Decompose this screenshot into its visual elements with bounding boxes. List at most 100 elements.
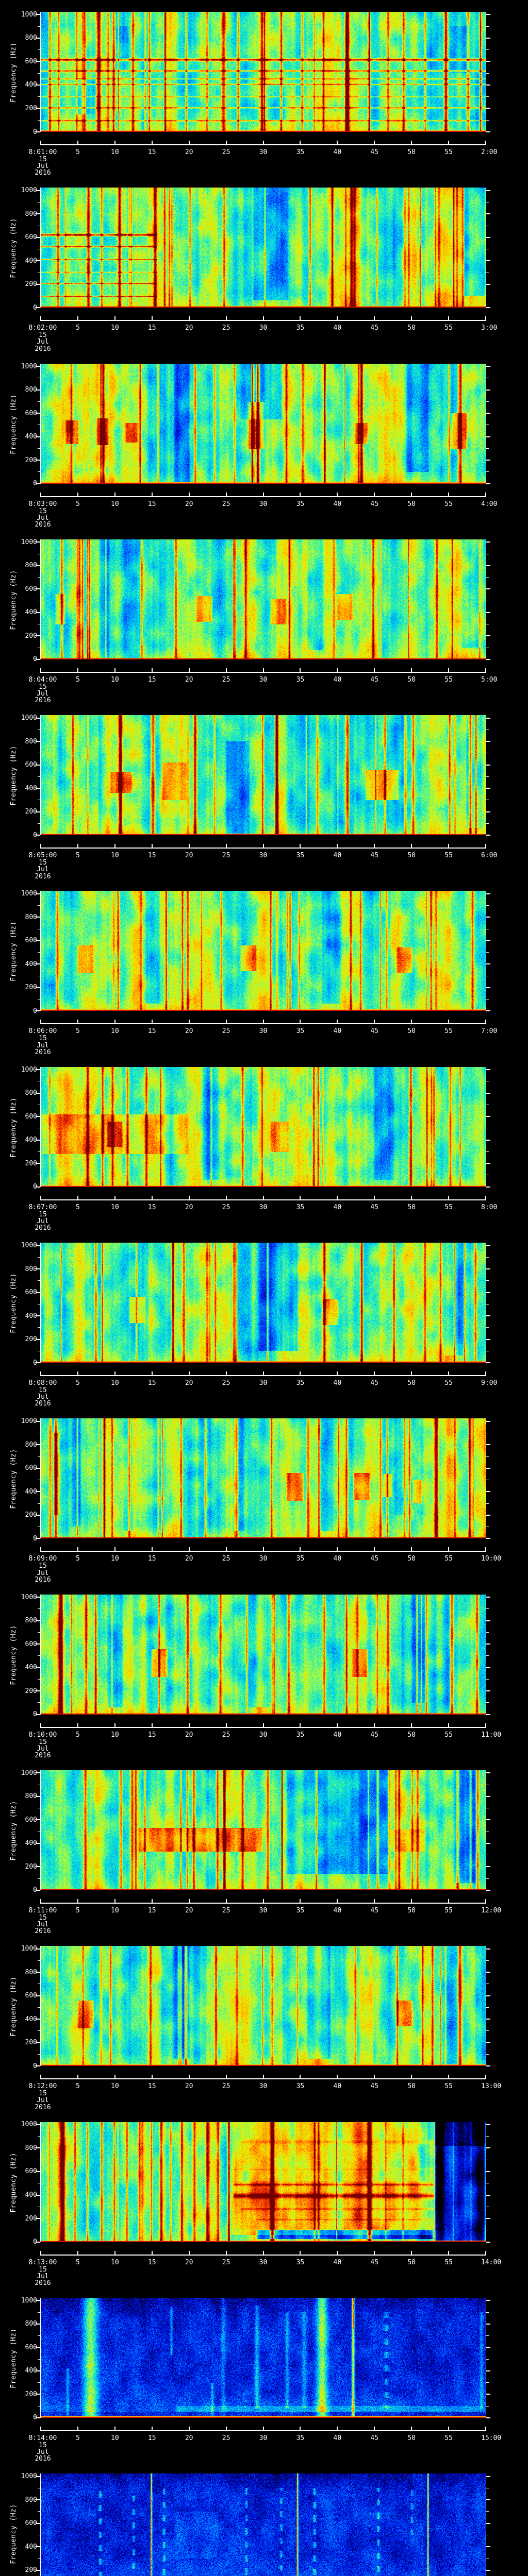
x-axis-tick-label: 45 [370, 324, 379, 332]
y-axis-tick-label: 600 [25, 233, 37, 242]
y-axis-tick-right [486, 2042, 490, 2043]
y-axis-line-left [40, 891, 41, 1011]
y-axis-tick-major [36, 2347, 40, 2348]
x-axis-tick [300, 1723, 301, 1727]
x-axis-tick [300, 2250, 301, 2255]
x-axis-tick-label: 15 [147, 148, 156, 156]
y-axis-tick-minor [38, 577, 40, 578]
y-axis-tick-minor [38, 2382, 40, 2383]
x-axis-tick [114, 492, 116, 496]
y-axis-tick-label: 200 [25, 2039, 37, 2047]
x-axis-tick-label: 45 [370, 1203, 379, 1211]
x-axis-line [40, 320, 486, 321]
y-axis-tick-right [486, 1889, 490, 1891]
end-time-label: 3:00 [481, 324, 498, 332]
y-axis-tick-label: 1000 [21, 1945, 37, 1953]
y-axis-tick-label: 1000 [21, 10, 37, 19]
x-axis-tick-label: 40 [333, 2082, 342, 2091]
x-axis-tick [188, 1371, 190, 1376]
x-axis-tick-label: 30 [259, 324, 268, 332]
x-axis-tick-label: 55 [444, 2434, 453, 2442]
x-axis-tick-label: 50 [407, 1906, 416, 1914]
y-axis-tick-label: 600 [25, 409, 37, 417]
x-axis-tick [77, 1899, 78, 1903]
x-axis-tick-label: 5 [75, 1203, 80, 1211]
x-axis-line [40, 1902, 486, 1904]
x-axis-tick [114, 668, 116, 672]
date-line-1: Jul [37, 1041, 49, 1049]
x-axis-tick-label: 50 [407, 2082, 416, 2091]
y-axis-tick-label: 800 [25, 210, 37, 218]
x-axis-tick [411, 316, 412, 320]
x-axis-tick-label: 10 [111, 2082, 119, 2091]
y-axis-tick-right [486, 2030, 489, 2031]
y-axis-tick-label: 1000 [21, 187, 37, 195]
x-axis-tick [151, 141, 153, 144]
x-axis-tick [151, 1371, 153, 1376]
x-axis-tick [77, 668, 78, 672]
x-axis-tick-label: 25 [222, 1379, 230, 1387]
y-axis-tick-minor [38, 73, 40, 74]
y-axis-tick-major [36, 2194, 40, 2196]
x-axis-tick-label: 50 [407, 1731, 416, 1739]
spectrogram-image [41, 1418, 486, 1539]
x-axis-tick-label: 5 [75, 324, 80, 332]
x-axis-tick-label: 45 [370, 2082, 379, 2091]
x-axis-tick-label: 5 [75, 675, 80, 684]
y-axis-tick-right [486, 2522, 490, 2524]
spectrogram-image [41, 1946, 486, 2066]
x-axis-tick [262, 1899, 264, 1903]
x-axis-tick-label: 45 [370, 1731, 379, 1739]
y-axis-tick-right [486, 2300, 490, 2301]
x-axis-line [40, 2430, 486, 2431]
x-axis-tick [300, 1899, 301, 1903]
x-axis-tick-label: 40 [333, 1027, 342, 1036]
x-axis-tick [151, 1195, 153, 1199]
x-axis-tick [151, 2250, 153, 2255]
y-axis-tick-minor [38, 2136, 40, 2137]
y-axis-tick-right [486, 588, 490, 590]
y-axis-tick-label: 0 [33, 831, 37, 839]
date-line-2: 2016 [35, 2279, 51, 2287]
y-axis-tick-label: 400 [25, 433, 37, 441]
x-axis-tick-label: 45 [370, 1027, 379, 1036]
y-axis-tick-label: 200 [25, 1511, 37, 1519]
x-axis-line [40, 1023, 486, 1025]
y-axis-tick-label: 800 [25, 1617, 37, 1625]
x-axis-tick-label: 45 [370, 1906, 379, 1914]
date-line-2: 2016 [35, 872, 51, 880]
x-axis-tick [374, 1547, 375, 1551]
y-axis-tick-right [486, 389, 490, 391]
y-axis-line-left [40, 2297, 41, 2418]
y-axis-tick-major [36, 1972, 40, 1973]
x-axis-tick-label: 25 [222, 324, 230, 332]
x-axis-tick [77, 2426, 78, 2430]
y-axis-tick-minor [38, 2007, 40, 2008]
y-axis-tick-major [36, 1819, 40, 1821]
x-axis-tick-label: 5 [75, 1731, 80, 1739]
y-axis-tick-right [486, 120, 489, 121]
x-axis-tick [77, 2250, 78, 2255]
y-axis-tick-right [486, 61, 490, 62]
spectrogram-image [41, 12, 486, 132]
x-axis-tick [485, 141, 486, 144]
x-axis-tick [114, 1899, 116, 1903]
y-axis-tick-label: 200 [25, 1687, 37, 1695]
x-axis-tick [448, 668, 450, 672]
end-time-label: 9:00 [481, 1379, 498, 1387]
y-axis-tick-major [36, 389, 40, 391]
x-axis-tick-label: 25 [222, 2258, 230, 2266]
spectrogram-image [41, 188, 486, 308]
y-axis-title: Frequency (Hz) [10, 1976, 18, 2037]
y-axis-tick-major [36, 658, 40, 660]
y-axis-tick-minor [38, 1878, 40, 1879]
x-axis-tick [300, 844, 301, 848]
y-axis-tick-label: 200 [25, 2566, 37, 2574]
y-axis-tick-right [486, 1010, 490, 1012]
y-axis-tick-right [486, 1702, 489, 1703]
y-axis-tick-major [36, 37, 40, 39]
x-axis-tick-label: 55 [444, 324, 453, 332]
y-axis-tick-minor [38, 1257, 40, 1258]
y-axis-tick-right [486, 2124, 490, 2125]
x-axis-tick [188, 1723, 190, 1727]
